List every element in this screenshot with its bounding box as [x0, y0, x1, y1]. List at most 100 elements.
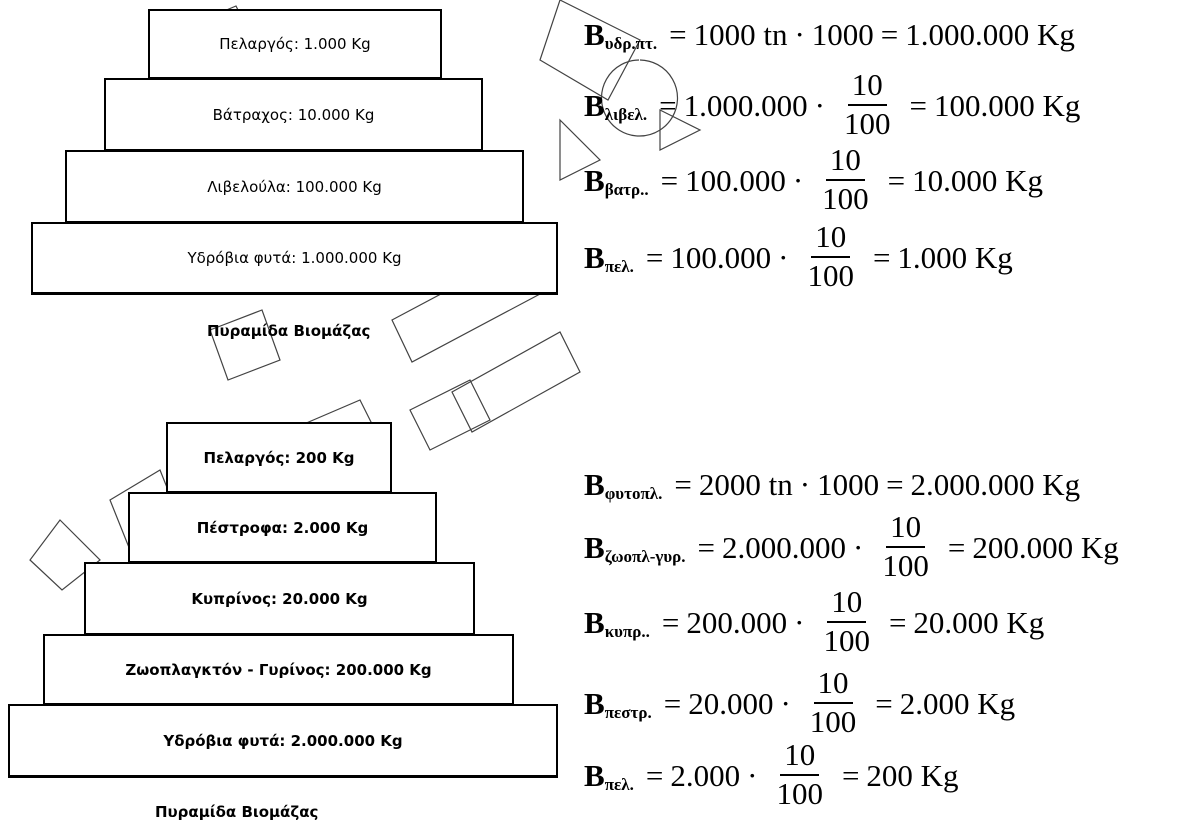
biomass-symbol: B — [584, 239, 605, 275]
equals-sign: = — [645, 239, 664, 275]
biomass-symbol: B — [584, 685, 605, 721]
equals-sign: = — [697, 529, 715, 565]
fraction: 10 100 — [803, 221, 858, 292]
equals-sign: = — [674, 466, 692, 502]
pyramid-tier-stork: Πελαργός: 1.000 Kg — [148, 9, 442, 80]
times-sign: · — [794, 16, 805, 52]
equation-lhs: 2.000.000 — [722, 529, 846, 565]
fraction: 10 100 — [840, 69, 895, 140]
biomass-symbol: B — [584, 757, 605, 793]
pyramid-caption: Πυραμίδα Βιομάζας — [155, 803, 319, 821]
equation-factor: 1000 — [811, 16, 874, 52]
equals-sign: = — [645, 757, 664, 793]
biomass-symbol: B — [584, 529, 605, 565]
equals-sign: = — [886, 466, 904, 502]
fraction-numerator: 10 — [886, 511, 926, 548]
pyramid-caption: Πυραμίδα Βιομάζας — [207, 322, 371, 340]
times-sign: · — [853, 529, 864, 565]
equation-subscript: υδρ.πτ. — [604, 33, 658, 53]
fraction-denominator: 100 — [776, 776, 823, 811]
equation-result: 1.000 Kg — [897, 239, 1013, 275]
equals-sign: = — [661, 604, 680, 640]
equals-sign: = — [872, 239, 891, 275]
times-sign: · — [792, 162, 804, 198]
fraction-numerator: 10 — [847, 69, 887, 106]
equation-result: 200.000 Kg — [972, 529, 1119, 565]
equals-sign: = — [887, 162, 906, 198]
fraction-numerator: 10 — [825, 144, 865, 181]
equation-subscript: βατρ.. — [604, 179, 649, 199]
fraction: 10 100 — [772, 739, 827, 810]
equals-sign: = — [880, 16, 899, 52]
equals-sign: = — [841, 757, 860, 793]
equation-subscript: λιβελ. — [604, 104, 648, 124]
fraction-denominator: 100 — [809, 704, 857, 739]
equation-result: 1.000.000 Kg — [905, 16, 1075, 52]
fraction-numerator: 10 — [780, 739, 820, 776]
times-sign: · — [747, 757, 758, 793]
equation-subscript: φυτοπλ. — [604, 483, 663, 503]
pyramid-tier-stork: Πελαργός: 200 Kg — [166, 422, 392, 494]
equals-sign: = — [663, 685, 682, 721]
biomass-symbol: B — [584, 16, 605, 52]
equals-sign: = — [659, 87, 677, 123]
fraction-denominator: 100 — [822, 181, 869, 216]
equals-sign: = — [888, 604, 907, 640]
equals-sign: = — [660, 162, 679, 198]
equation-result: 100.000 Kg — [933, 87, 1081, 123]
equation-subscript: πελ. — [604, 256, 634, 276]
equation-lhs: 100.000 — [670, 239, 772, 275]
biomass-symbol: B — [584, 87, 605, 123]
fraction: 10 100 — [819, 586, 874, 657]
times-sign: · — [799, 466, 811, 502]
fraction-denominator: 100 — [843, 106, 891, 141]
pyramid-tier-trout: Πέστροφα: 2.000 Kg — [128, 492, 437, 564]
equation-subscript: πεστρ. — [604, 702, 652, 722]
equation-subscript: ζωοπλ-γυρ. — [604, 546, 686, 566]
pyramid-tier-aquatic-plants: Υδρόβια φυτά: 2.000.000 Kg — [8, 704, 558, 778]
equation-result: 20.000 Kg — [913, 604, 1045, 640]
fraction-denominator: 100 — [807, 258, 854, 293]
pyramid-tier-aquatic-plants: Υδρόβια φυτά: 1.000.000 Kg — [31, 222, 558, 295]
equals-sign: = — [669, 16, 687, 52]
times-sign: · — [780, 685, 791, 721]
fraction-numerator: 10 — [827, 586, 867, 623]
times-sign: · — [814, 87, 825, 123]
fraction-denominator: 100 — [882, 548, 929, 583]
pyramid-tier-carp: Κυπρίνος: 20.000 Kg — [84, 562, 475, 636]
biomass-symbol: B — [584, 604, 605, 640]
fraction-denominator: 100 — [823, 623, 870, 658]
fraction-numerator: 10 — [811, 221, 851, 258]
pyramid-tier-dragonfly: Λιβελούλα: 100.000 Kg — [65, 150, 524, 224]
times-sign: · — [794, 604, 805, 640]
equals-sign: = — [947, 529, 966, 565]
equals-sign: = — [875, 685, 893, 721]
equation-subscript: κυπρ.. — [604, 621, 650, 641]
equation-factor: 1000 — [817, 466, 880, 502]
times-sign: · — [778, 239, 789, 275]
pyramid-tier-zooplankton: Ζωοπλαγκτόν - Γυρίνος: 200.000 Kg — [43, 634, 514, 706]
equation-lhs: 20.000 — [688, 685, 774, 721]
equation-result: 2.000.000 Kg — [910, 466, 1081, 502]
equation-lhs: 1.000.000 — [683, 87, 808, 123]
fraction: 10 100 — [818, 144, 873, 215]
fraction: 10 100 — [878, 511, 933, 582]
equation-lhs: 1000 tn — [693, 16, 788, 52]
equation-result: 2.000 Kg — [899, 685, 1016, 721]
equation-lhs: 2.000 — [670, 757, 741, 793]
equation-result: 200 Kg — [866, 757, 959, 793]
equation-lhs: 100.000 — [685, 162, 786, 198]
equals-sign: = — [909, 87, 927, 123]
fraction: 10 100 — [806, 667, 861, 738]
fraction-numerator: 10 — [813, 667, 853, 704]
equation-lhs: 2000 tn — [698, 466, 793, 502]
biomass-symbol: B — [584, 162, 605, 198]
